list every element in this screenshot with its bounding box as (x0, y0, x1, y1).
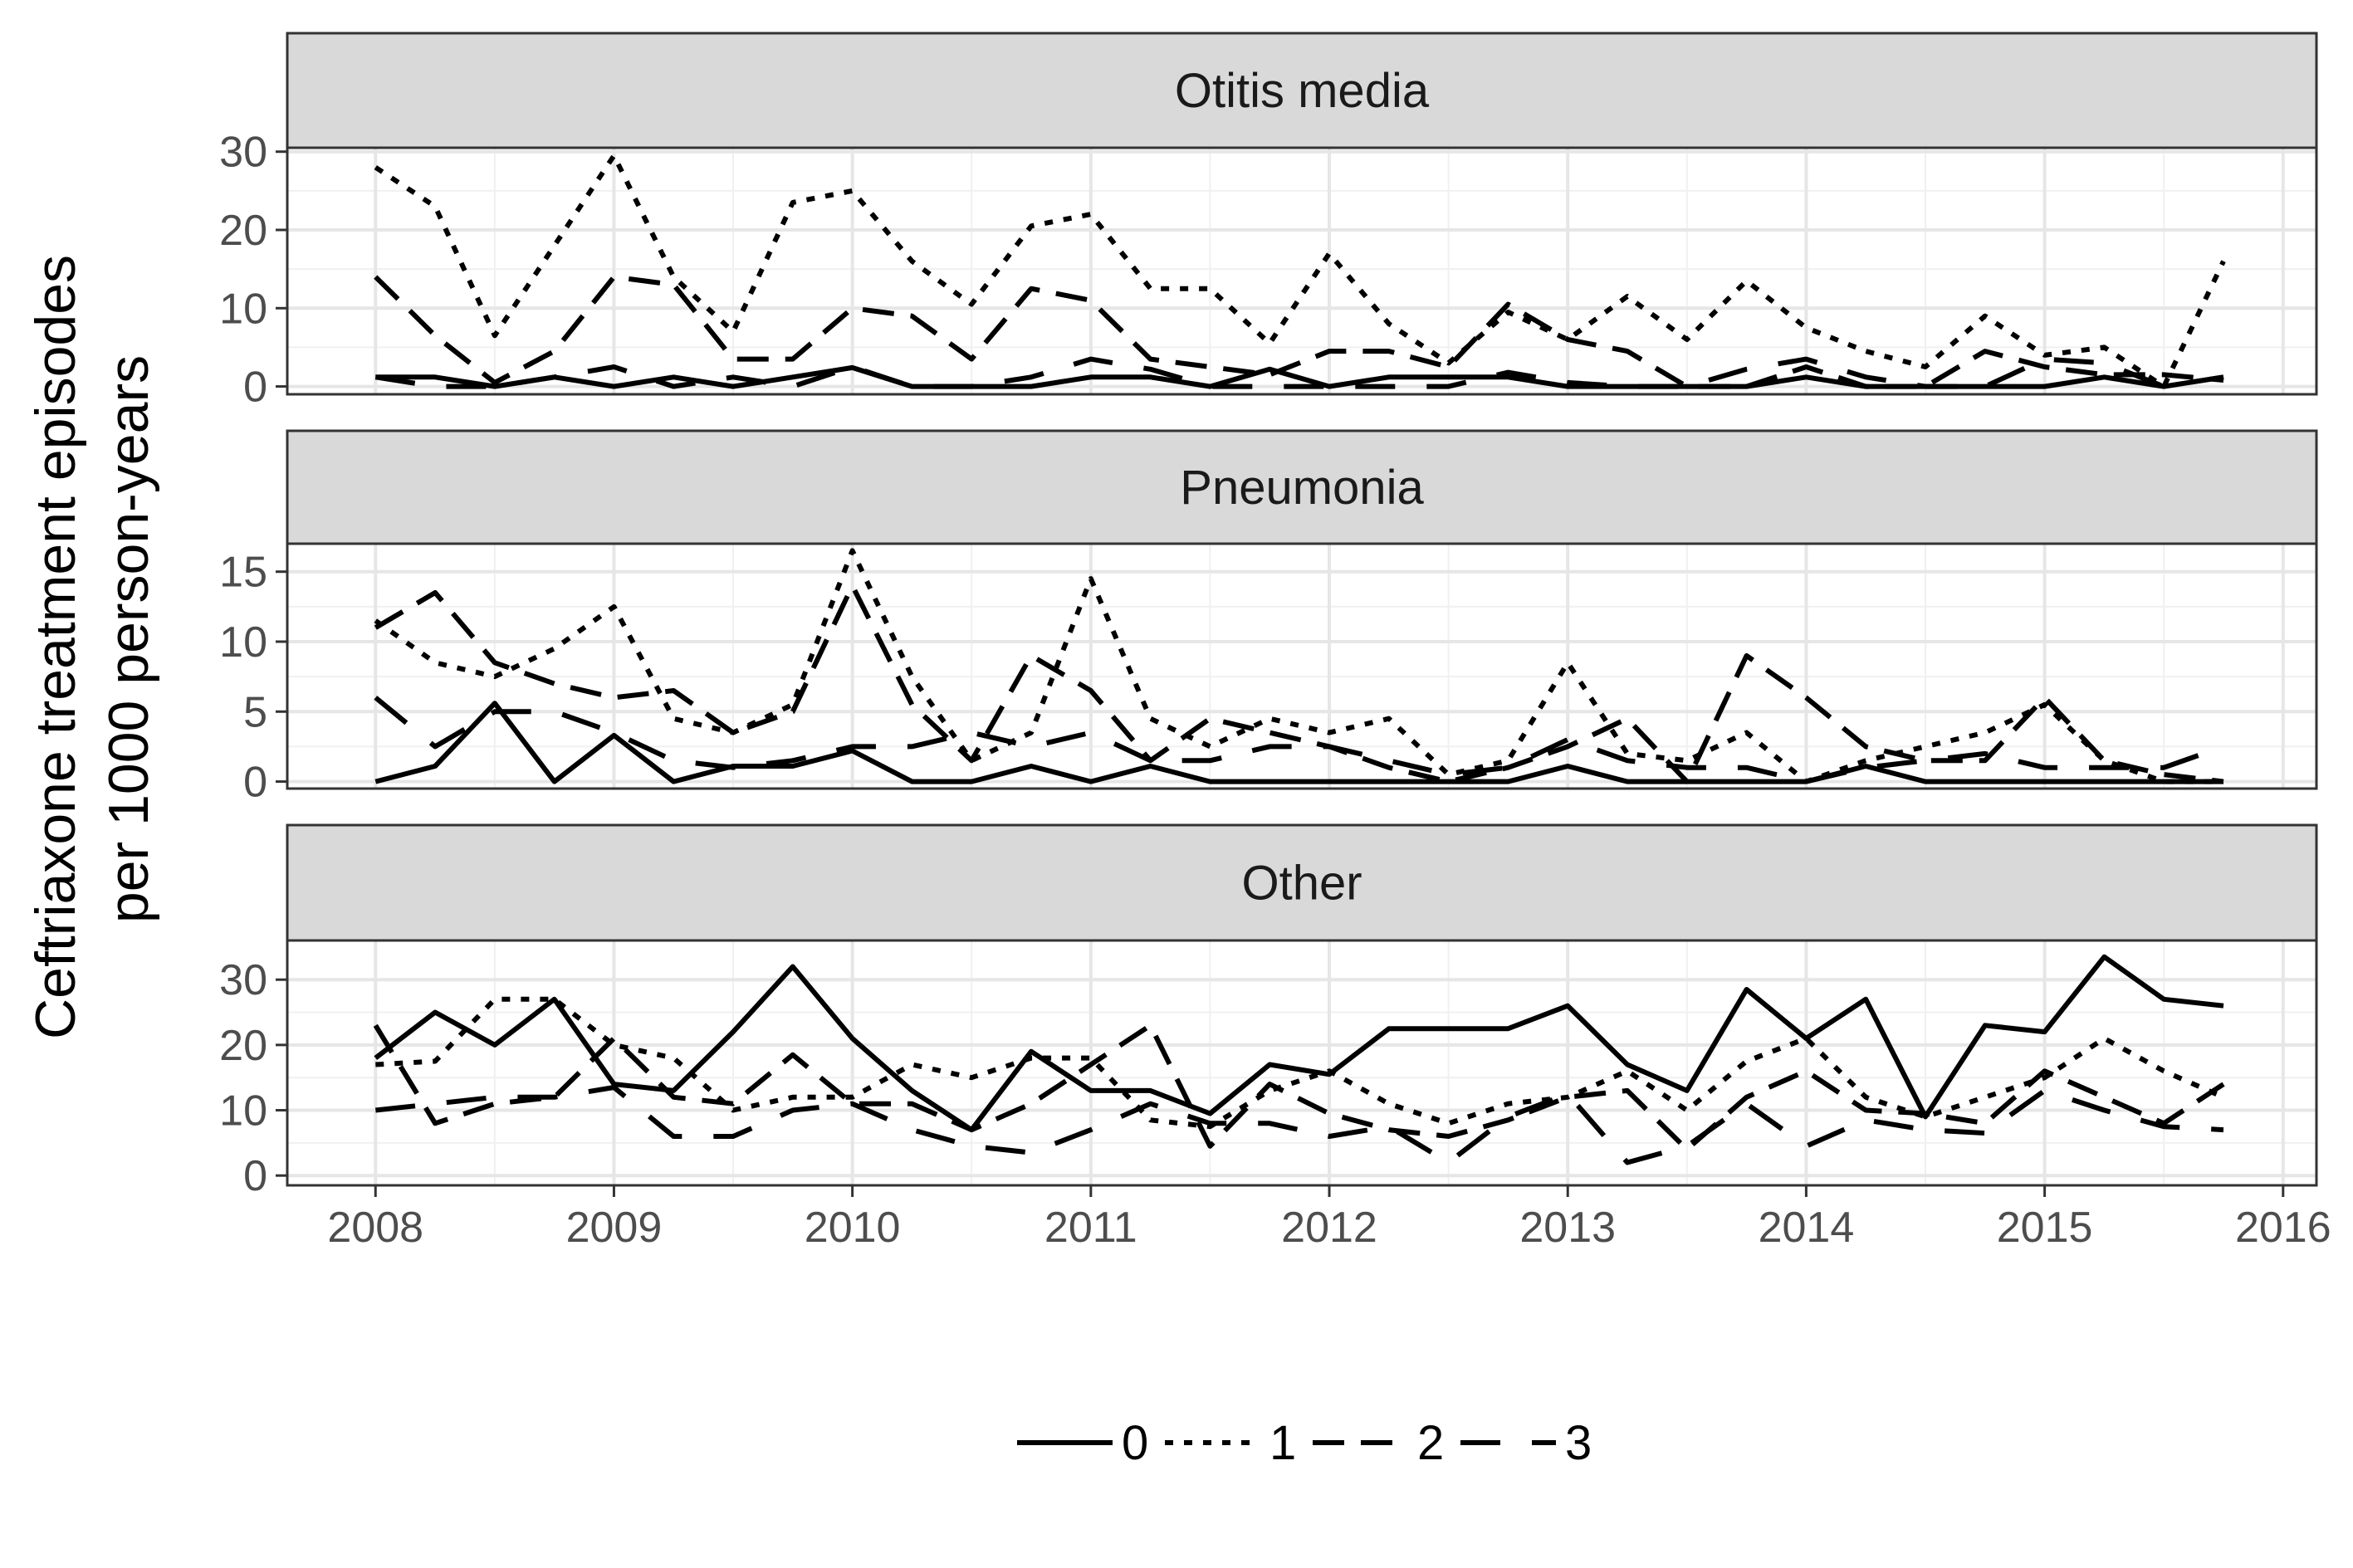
x-tick-label: 2008 (327, 1204, 423, 1252)
x-tick-label: 2015 (1997, 1204, 2093, 1252)
panel-background (287, 148, 2316, 394)
y-tick-label: 30 (219, 129, 267, 177)
y-axis-title: Ceftriaxone treatment episodes per 1000 … (24, 239, 160, 1039)
y-tick-label: 20 (219, 1022, 267, 1070)
y-tick-label: 5 (243, 688, 267, 736)
series-line-1 (374, 548, 2223, 784)
x-tick-label: 2014 (1759, 1204, 1855, 1252)
legend-label-0: 0 (1122, 1416, 1148, 1470)
legend-item-3: 3 (1460, 1416, 1592, 1470)
x-axis: 2008 2009 2010 2011 2012 2013 2014 2015 2016 (327, 1185, 2331, 1252)
y-tick-label: 30 (219, 956, 267, 1004)
series-line-2 (374, 274, 2224, 389)
panel-otitis-media: Otitis media 0 10 20 30 (219, 32, 2318, 412)
legend-label-3: 3 (1565, 1416, 1592, 1470)
facet-strip (286, 823, 2318, 942)
legend-item-0: 0 (1017, 1416, 1148, 1470)
y-axis-title-line-1: Ceftriaxone treatment episodes (24, 255, 87, 1039)
facet-strip (286, 32, 2318, 149)
x-tick-label: 2009 (566, 1204, 663, 1252)
x-tick-label: 2016 (2235, 1204, 2331, 1252)
legend-item-1: 1 (1165, 1416, 1296, 1470)
panel-other: Other 0 10 20 30 (219, 823, 2318, 1200)
facet-title: Other (1241, 857, 1362, 911)
x-tick-label: 2013 (1519, 1204, 1616, 1252)
x-tick-label: 2010 (805, 1204, 901, 1252)
y-axis-title-line-2: per 1000 person-years (97, 355, 160, 923)
panel-background (287, 544, 2316, 789)
y-tick-label: 10 (219, 618, 267, 667)
panel-border (286, 146, 2318, 396)
x-tick-label: 2011 (1044, 1204, 1137, 1252)
y-tick-label: 0 (243, 364, 267, 412)
series-line-1 (374, 153, 2226, 389)
panel-background (287, 940, 2316, 1185)
panel-border (286, 939, 2318, 1187)
panel-pneumonia: Pneumonia 0 5 10 15 (219, 429, 2318, 807)
series-line-2 (374, 583, 2224, 784)
facet-title: Otitis media (1175, 64, 1430, 118)
y-tick-label: 10 (219, 1087, 267, 1136)
panel-border (286, 542, 2318, 790)
series-line-0 (374, 954, 2224, 1133)
series-line-3 (374, 696, 2224, 784)
y-tick-label: 20 (219, 207, 267, 255)
legend-label-1: 1 (1269, 1416, 1296, 1470)
series-line-0 (374, 701, 2223, 784)
facet-title: Pneumonia (1180, 461, 1424, 515)
legend-label-2: 2 (1417, 1416, 1444, 1470)
y-tick-label: 0 (243, 1152, 267, 1200)
y-tick-label: 0 (243, 759, 267, 807)
legend: 0 1 2 3 (1017, 1416, 1592, 1470)
y-tick-label: 15 (219, 549, 267, 597)
x-tick-label: 2012 (1281, 1204, 1377, 1252)
y-tick-label: 10 (219, 285, 267, 333)
facet-strip (286, 429, 2318, 545)
series-line-2 (373, 1023, 2225, 1152)
series-line-3 (374, 356, 2224, 389)
legend-item-2: 2 (1313, 1416, 1444, 1470)
facet-panels: Otitis media 0 10 20 30 Pneumonia 0 5 10 15 Other 0… (219, 32, 2318, 1200)
